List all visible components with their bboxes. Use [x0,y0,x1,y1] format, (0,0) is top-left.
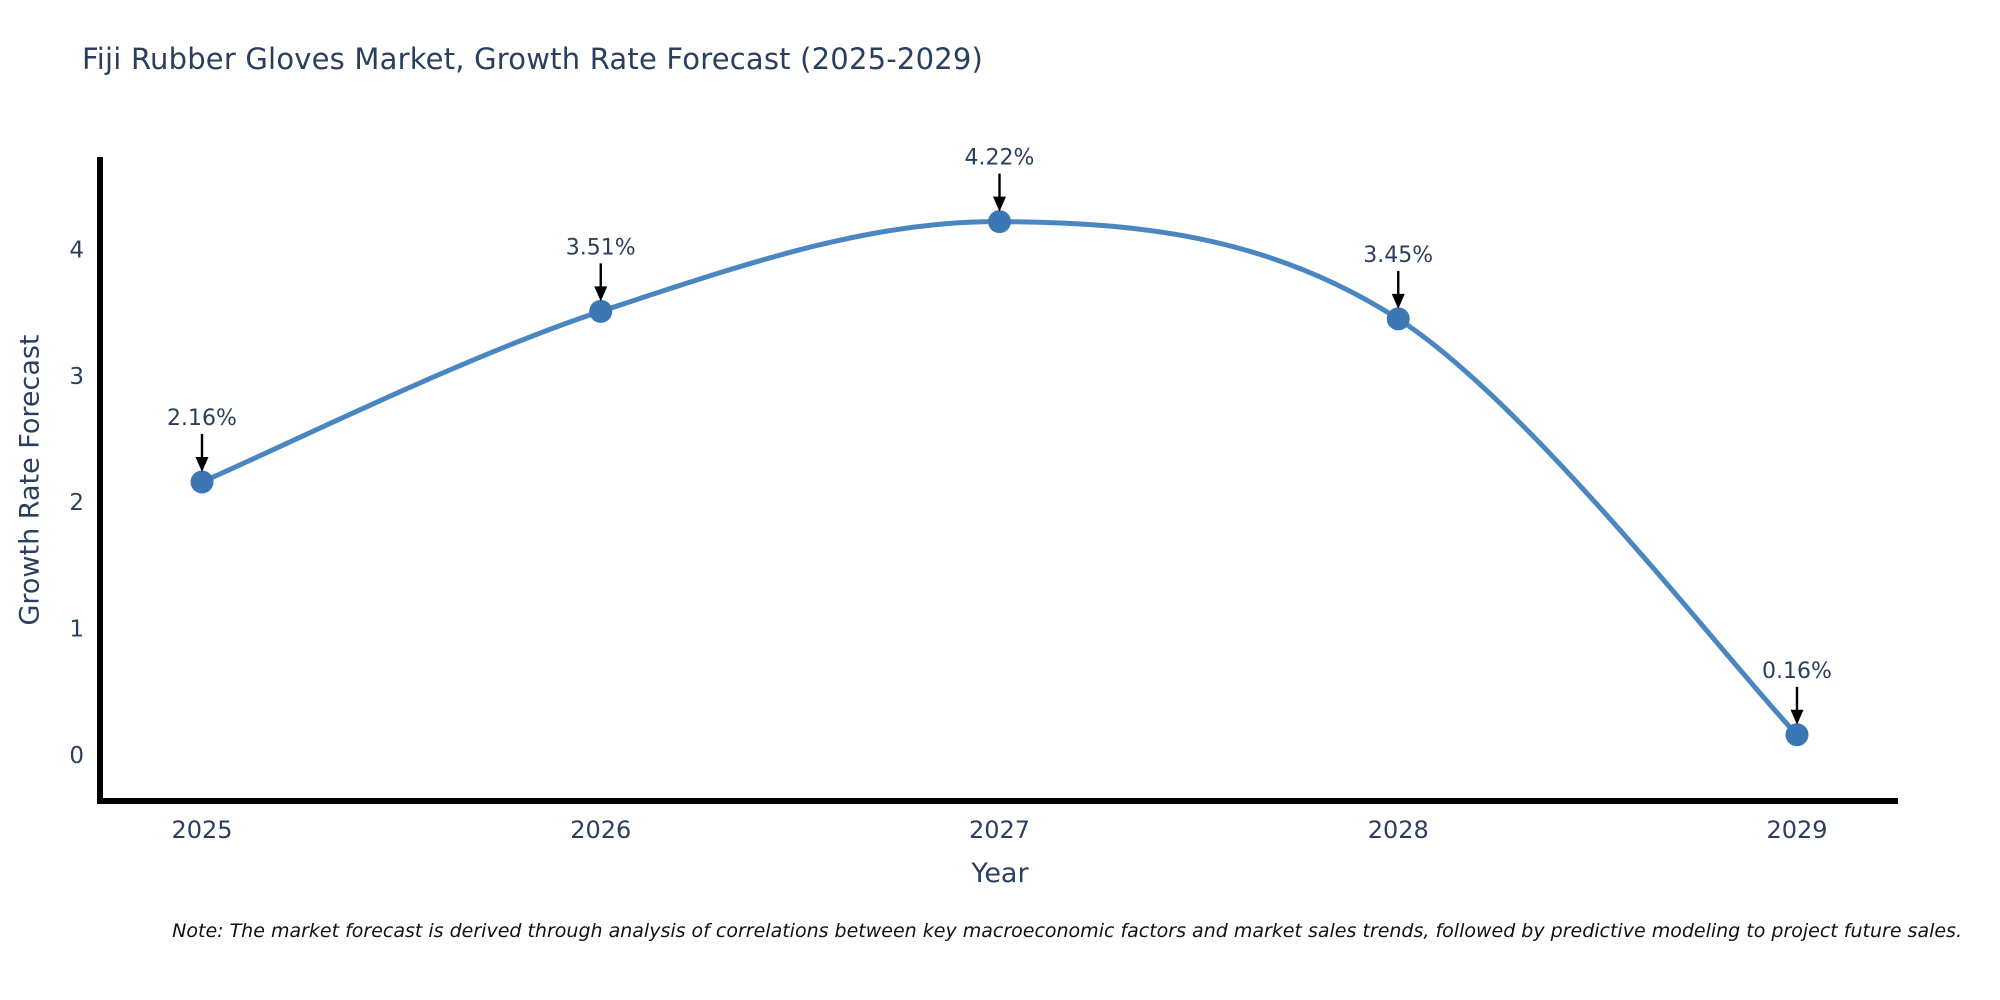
x-tick-label-2029: 2029 [1766,816,1827,844]
annotation-label-2028: 3.45% [1363,243,1433,268]
data-point-2025[interactable] [190,470,214,494]
annotation-label-2025: 2.16% [167,406,237,431]
annotation-label-2029: 0.16% [1762,659,1832,684]
annotation-label-2027: 4.22% [965,146,1035,171]
annotation-arrowhead-icon [1391,293,1405,309]
x-tick-label-2026: 2026 [570,816,631,844]
footnote: Note: The market forecast is derived thr… [172,920,1962,942]
data-point-2029[interactable] [1785,723,1809,747]
annotation-label-2026: 3.51% [566,235,636,260]
annotation-arrowhead-icon [594,286,608,302]
y-axis-title: Growth Rate Forecast [14,334,46,626]
data-point-2026[interactable] [589,299,613,323]
x-tick-label-2027: 2027 [969,816,1030,844]
chart-title: Fiji Rubber Gloves Market, Growth Rate F… [82,42,984,76]
x-tick-label-2025: 2025 [171,816,232,844]
y-tick-label-0: 0 [69,743,84,769]
trend-line [199,219,1800,738]
annotation-arrowhead-icon [195,456,209,472]
y-tick-label-3: 3 [69,364,84,390]
y-tick-label-2: 2 [69,490,84,516]
y-tick-label-4: 4 [69,237,84,263]
annotation-arrowhead-icon [993,196,1006,212]
annotation-arrowhead-icon [1790,709,1804,725]
x-axis-title: Year [971,858,1029,889]
data-point-2027[interactable] [988,210,1011,234]
y-tick-label-1: 1 [69,617,84,643]
data-point-2028[interactable] [1386,307,1410,331]
x-tick-label-2028: 2028 [1368,816,1429,844]
